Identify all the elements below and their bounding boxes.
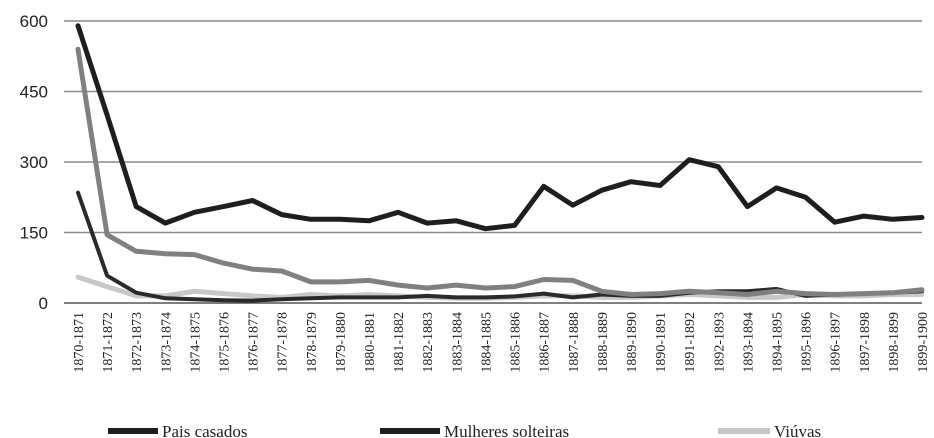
x-tick-label: 1876-1877 <box>247 312 262 373</box>
x-tick-label: 1886-1887 <box>538 312 553 373</box>
x-tick-label: 1871-1872 <box>101 312 116 373</box>
gridlines <box>64 20 922 304</box>
y-tick-label: 0 <box>39 294 48 313</box>
x-tick-label: 1897-1898 <box>858 312 873 373</box>
x-tick-label: 1895-1896 <box>800 312 815 373</box>
y-axis-ticks: 0 150 300 450 600 <box>20 12 48 313</box>
x-axis-ticks: 1870-1871 1871-1872 1872-1873 1873-1874 1874… <box>72 312 931 373</box>
y-tick-label: 450 <box>20 83 48 102</box>
x-tick-label: 1884-1885 <box>479 312 494 373</box>
series-line-1 <box>75 46 925 297</box>
x-tick-label: 1890-1891 <box>654 312 669 373</box>
x-tick-label: 1873-1874 <box>159 312 174 373</box>
x-tick-label: 1887-1888 <box>567 312 582 373</box>
x-tick-label: 1891-1892 <box>683 312 698 373</box>
x-tick-label: 1893-1894 <box>741 312 756 373</box>
x-tick-label: 1877-1878 <box>276 312 291 373</box>
y-tick-label: 600 <box>20 12 48 31</box>
series-lines <box>75 23 925 303</box>
x-tick-label: 1882-1883 <box>421 312 436 373</box>
x-tick-label: 1889-1890 <box>625 312 640 373</box>
x-tick-label: 1896-1897 <box>829 312 844 373</box>
y-tick-label: 300 <box>20 153 48 172</box>
x-tick-label: 1894-1895 <box>770 312 785 373</box>
x-tick-label: 1881-1882 <box>392 312 407 373</box>
x-tick-label: 1888-1889 <box>596 312 611 373</box>
legend-label-viuvas: Viúvas <box>774 422 821 438</box>
x-tick-label: 1875-1876 <box>218 312 233 373</box>
legend-label-mulheres-solteiras: Mulheres solteiras <box>444 422 569 438</box>
x-tick-label: 1899-1900 <box>916 312 931 373</box>
x-tick-label: 1885-1886 <box>509 312 524 373</box>
x-tick-label: 1879-1880 <box>334 312 349 373</box>
x-tick-label: 1880-1881 <box>363 312 378 373</box>
x-tick-label: 1898-1899 <box>887 312 902 373</box>
y-tick-label: 150 <box>20 224 48 243</box>
x-tick-label: 1878-1879 <box>305 312 320 373</box>
x-tick-label: 1883-1884 <box>450 312 465 373</box>
legend: Pais casados Mulheres solteiras Viúvas <box>108 422 821 438</box>
x-tick-label: 1872-1873 <box>130 312 145 373</box>
x-tick-label: 1870-1871 <box>72 312 87 373</box>
x-tick-label: 1892-1893 <box>712 312 727 373</box>
x-tick-label: 1874-1875 <box>188 312 203 373</box>
series-line-0 <box>75 23 925 232</box>
legend-label-pais-casados: Pais casados <box>162 422 247 438</box>
